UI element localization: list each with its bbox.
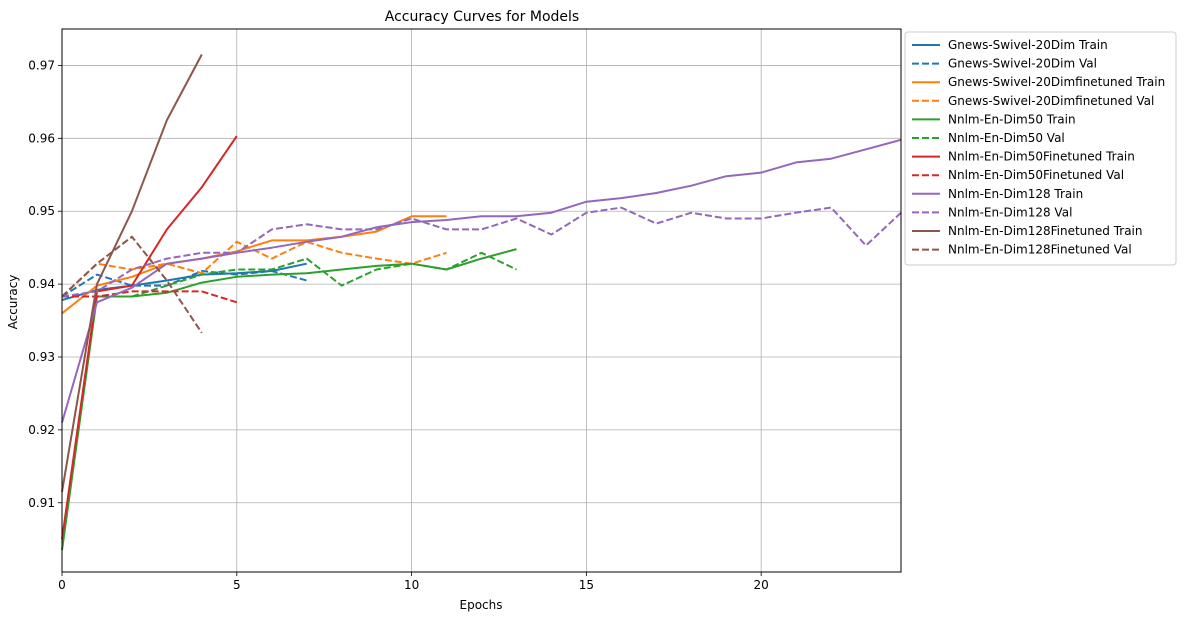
plot-frame <box>61 28 902 573</box>
series-line-8 <box>61 138 902 423</box>
x-tick-label: 15 <box>579 578 594 592</box>
legend-label: Nnlm-En-Dim128 Train <box>948 187 1083 201</box>
y-tick-label: 0.92 <box>28 423 55 437</box>
y-tick-label: 0.95 <box>28 204 55 218</box>
x-axis-label: Epochs <box>460 598 503 612</box>
series-lines <box>61 54 902 551</box>
legend-label: Gnews-Swivel-20Dimfinetuned Val <box>948 94 1154 108</box>
legend-label: Nnlm-En-Dim50 Train <box>948 112 1076 126</box>
legend-label: Nnlm-En-Dim128 Val <box>948 205 1072 219</box>
series-line-5 <box>62 251 517 298</box>
chart-title: Accuracy Curves for Models <box>385 9 579 25</box>
x-axis-ticks: 0 5 10 15 20 <box>58 572 769 592</box>
legend-label: Nnlm-En-Dim50 Val <box>948 131 1065 145</box>
legend-label: Gnews-Swivel-20Dimfinetuned Train <box>948 75 1165 89</box>
series-line-9 <box>61 206 902 298</box>
legend-label: Gnews-Swivel-20Dim Train <box>948 38 1108 52</box>
series-line-7 <box>62 290 238 304</box>
x-tick-label: 20 <box>754 578 769 592</box>
series-line-6 <box>61 135 238 540</box>
y-axis-label: Accuracy <box>6 275 20 330</box>
legend-label: Nnlm-En-Dim50Finetuned Train <box>948 150 1135 164</box>
legend-label: Nnlm-En-Dim50Finetuned Val <box>948 168 1124 182</box>
y-tick-label: 0.97 <box>28 58 55 72</box>
series-line-11 <box>61 235 203 334</box>
x-tick-label: 10 <box>404 578 419 592</box>
grid <box>61 29 901 572</box>
series-line-1 <box>61 270 307 298</box>
legend: Gnews-Swivel-20Dim Train Gnews-Swivel-20D… <box>904 31 1177 266</box>
y-axis-ticks: 0.91 0.92 0.93 0.94 0.95 0.96 0.97 <box>28 58 62 510</box>
y-tick-label: 0.96 <box>28 131 55 145</box>
series-line-10 <box>61 54 203 492</box>
legend-label: Gnews-Swivel-20Dim Val <box>948 57 1097 71</box>
legend-box <box>904 31 1177 266</box>
y-tick-label: 0.93 <box>28 350 55 364</box>
series-line-2 <box>61 215 447 315</box>
x-tick-label: 0 <box>58 578 66 592</box>
series-line-4 <box>61 248 517 551</box>
y-tick-label: 0.91 <box>28 496 55 510</box>
y-tick-label: 0.94 <box>28 277 55 291</box>
legend-label: Nnlm-En-Dim128Finetuned Train <box>948 224 1143 238</box>
x-tick-label: 5 <box>233 578 241 592</box>
legend-label: Nnlm-En-Dim128Finetuned Val <box>948 243 1132 257</box>
